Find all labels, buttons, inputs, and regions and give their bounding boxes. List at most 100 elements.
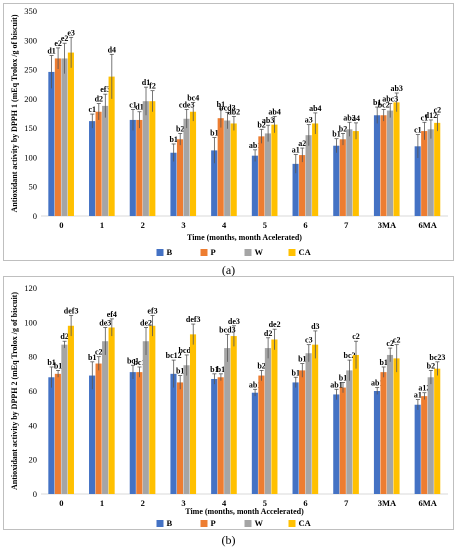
data-label: c2: [95, 348, 103, 357]
bar-CA-5: [271, 124, 278, 216]
bar-CA-7: [352, 354, 359, 494]
data-label: de2: [269, 320, 281, 329]
data-label: c1: [421, 113, 429, 122]
y-tick-label: 150: [24, 123, 37, 133]
data-label: ab4: [268, 107, 280, 116]
data-label: bc12: [166, 351, 182, 360]
bar-B-6MA: [414, 146, 421, 216]
data-label: d12: [425, 111, 437, 120]
bar-B-3: [170, 373, 177, 494]
data-label: d1: [142, 78, 150, 87]
legend-label-CA: CA: [299, 247, 312, 257]
data-label: f2: [149, 82, 156, 91]
bar-P-0: [54, 373, 61, 494]
data-label: bc2: [344, 351, 356, 360]
data-label: a2: [298, 139, 306, 148]
data-label: ab3: [390, 84, 402, 93]
data-label: a12: [418, 384, 430, 393]
y-axis-title: Antioxidant activity by DPPH 2 (mEq Trol…: [10, 292, 19, 490]
bar-CA-4: [230, 123, 237, 216]
bar-CA-4: [230, 336, 237, 494]
bar-W-4: [224, 348, 231, 494]
bar-B-5: [251, 392, 258, 494]
bar-W-0: [61, 58, 68, 216]
bar-W-5: [264, 348, 271, 494]
bar-W-4: [224, 120, 231, 216]
bar-CA-1: [108, 76, 115, 216]
x-tick-label: 0: [59, 220, 63, 230]
data-label: ab3: [262, 116, 274, 125]
x-tick-label: 3: [181, 220, 185, 230]
x-tick-label: 3MA: [378, 498, 397, 508]
data-label: a4: [352, 114, 360, 123]
x-tick-label: 4: [222, 220, 227, 230]
x-tick-label: 5: [263, 498, 267, 508]
bar-W-1: [102, 341, 109, 494]
x-tick-label: 6MA: [418, 498, 437, 508]
data-label: b1: [47, 358, 55, 367]
data-label: bcd3: [219, 103, 235, 112]
x-tick-label: 5: [263, 220, 267, 230]
data-label: e2: [54, 39, 62, 48]
legend-swatch-B: [156, 249, 164, 256]
bar-CA-2: [149, 101, 156, 216]
data-label: c2: [393, 336, 401, 345]
bar-CA-7: [352, 131, 359, 216]
bar-P-3: [176, 382, 184, 494]
chart-a: 050100150200250300350d1e2e2e30c1d2ef3d41…: [10, 6, 448, 257]
bar-W-2: [142, 341, 149, 494]
legend-swatch-P: [200, 249, 208, 256]
y-axis-title: Antioxidant activity by DPPH 1 (mEq Trol…: [10, 14, 19, 212]
bar-B-1: [89, 121, 96, 216]
bar-B-7: [333, 394, 340, 494]
bar-CA-1: [108, 327, 115, 494]
data-label: c1: [89, 105, 97, 114]
x-tick-label: 7: [344, 220, 349, 230]
data-label: def3: [186, 315, 201, 324]
bar-P-1: [95, 111, 102, 216]
bar-W-7: [346, 370, 353, 494]
data-label: c2: [434, 106, 442, 115]
y-tick-label: 20: [29, 455, 38, 465]
y-tick-label: 80: [29, 352, 38, 362]
chart-b: 020406080100120b1b1d2def30b1c2de3ef41bc1…: [10, 283, 448, 528]
data-label: d4: [108, 45, 116, 54]
data-label: ab4: [309, 104, 321, 113]
data-label: abc3: [382, 95, 398, 104]
data-label: cde3: [179, 100, 195, 109]
bar-P-7: [339, 139, 346, 216]
bar-B-0: [48, 377, 55, 494]
bar-B-3MA: [373, 391, 381, 494]
bar-CA-6MA: [434, 368, 441, 494]
legend-label-P: P: [211, 247, 216, 257]
data-label: b2: [427, 361, 435, 370]
x-tick-label: 2: [141, 220, 145, 230]
data-label: b2: [339, 124, 347, 133]
x-tick-label: 3MA: [378, 220, 397, 230]
bar-W-0: [61, 344, 68, 494]
data-label: bc2: [378, 100, 390, 109]
y-tick-label: 120: [24, 283, 37, 293]
legend-label-B: B: [167, 518, 173, 528]
bar-P-1: [95, 363, 102, 494]
x-tick-label: 3: [181, 498, 185, 508]
bar-P-6MA: [421, 396, 428, 494]
data-label: b1: [292, 368, 300, 377]
bar-B-3MA: [373, 115, 381, 216]
bar-B-6MA: [414, 404, 421, 494]
data-label: a1: [292, 146, 300, 155]
y-tick-label: 300: [24, 35, 37, 45]
data-label: b2: [176, 124, 184, 133]
y-tick-label: 60: [29, 386, 38, 396]
y-tick-label: 0: [33, 489, 37, 499]
data-label: b1: [169, 135, 177, 144]
x-axis-title: Time (months, month Acelerated): [187, 233, 302, 242]
bar-W-3MA: [386, 110, 394, 216]
data-label: b1: [379, 358, 387, 367]
data-label: c3: [305, 336, 313, 345]
bar-W-2: [142, 101, 149, 216]
data-label: ab1: [371, 379, 383, 388]
y-tick-label: 100: [24, 317, 37, 327]
data-label: b1: [210, 365, 218, 374]
